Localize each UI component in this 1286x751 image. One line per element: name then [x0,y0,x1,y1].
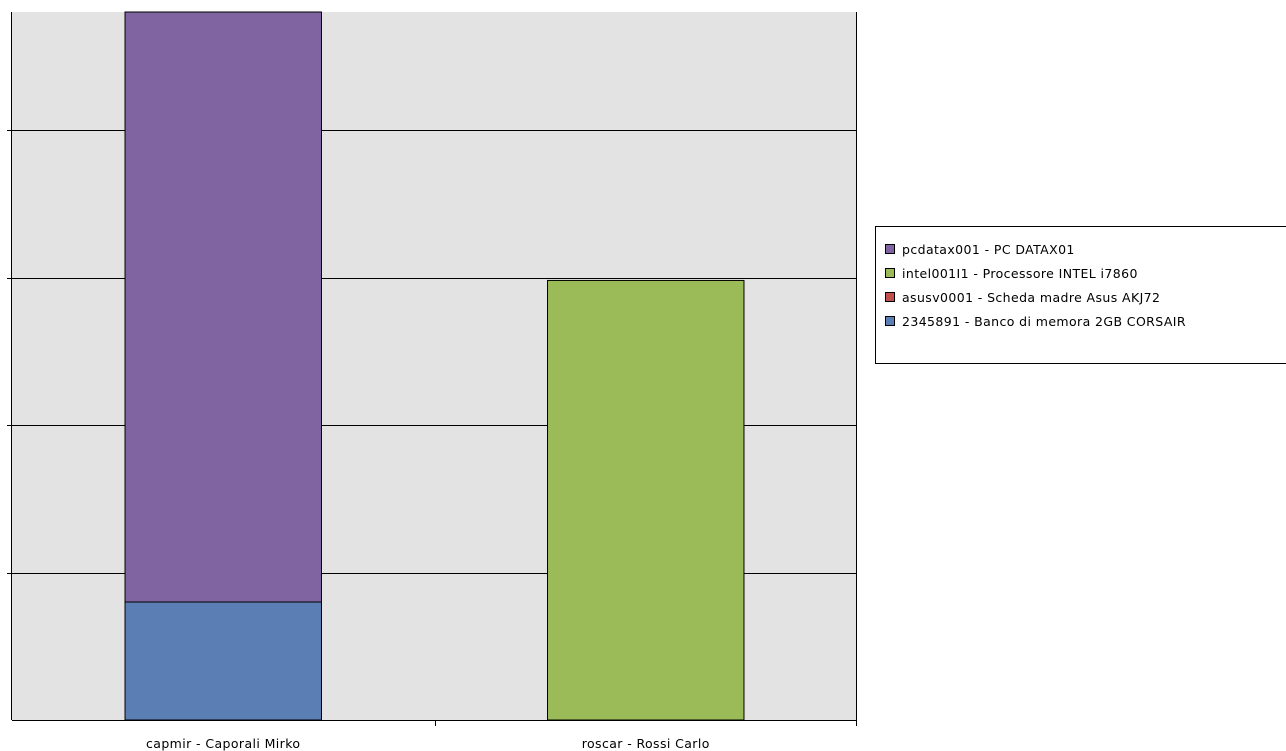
legend-swatch [885,292,895,302]
legend-label: intel001I1 - Processore INTEL i7860 [902,265,1138,281]
x-tick-label: roscar - Rossi Carlo [581,736,710,751]
bar-segment [547,279,745,721]
bars [124,11,745,721]
bar-segment [124,11,322,603]
legend-swatch [885,316,895,326]
legend-swatch [885,268,895,278]
legend-label: asusv0001 - Scheda madre Asus AKJ72 [902,289,1161,305]
legend-item: asusv0001 - Scheda madre Asus AKJ72 [885,285,1286,309]
bar-segment [124,601,322,721]
legend-label: pcdatax001 - PC DATAX01 [902,241,1075,257]
axes [7,12,857,726]
legend-swatch [885,244,895,254]
legend-item: intel001I1 - Processore INTEL i7860 [885,261,1286,285]
x-tick-label: capmir - Caporali Mirko [146,736,301,751]
legend-item: pcdatax001 - PC DATAX01 [885,237,1286,261]
legend: pcdatax001 - PC DATAX01 intel001I1 - Pro… [875,226,1286,364]
legend-label: 2345891 - Banco di memora 2GB CORSAIR [902,313,1186,329]
legend-item: 2345891 - Banco di memora 2GB CORSAIR [885,309,1286,333]
